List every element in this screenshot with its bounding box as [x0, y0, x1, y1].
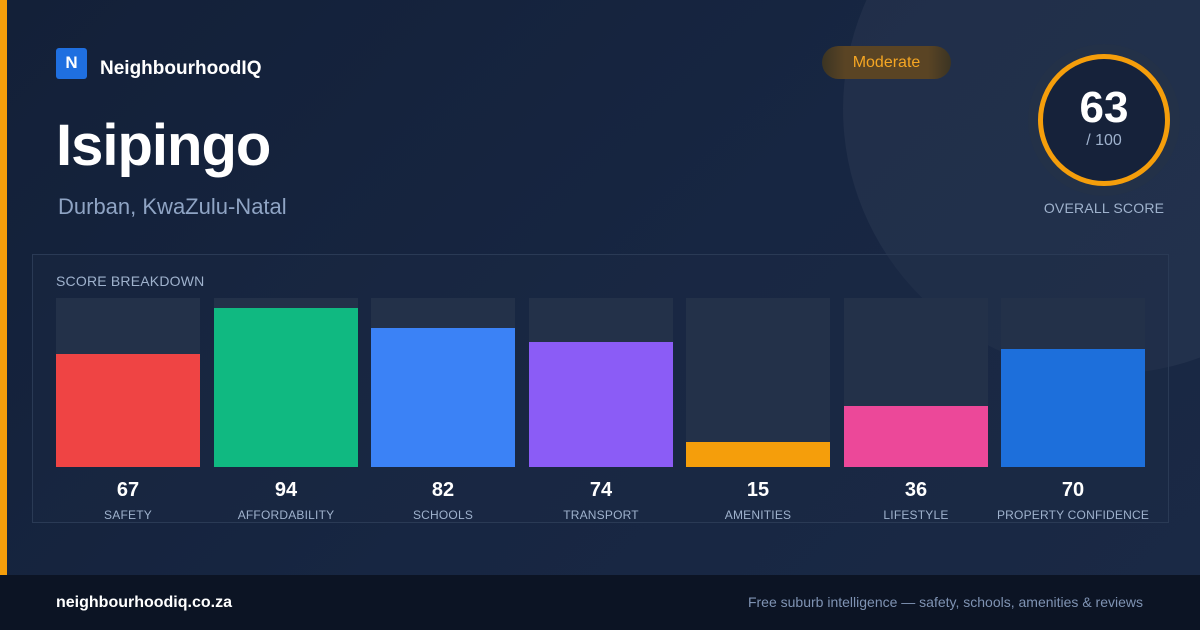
overall-score-label: OVERALL SCORE: [1043, 200, 1165, 216]
bar-value: 67: [116, 479, 140, 501]
bar-value: 94: [274, 479, 298, 501]
bar-label: LIFESTYLE: [883, 508, 949, 522]
bar-fill: [214, 308, 358, 467]
score-breakdown-panel: SCORE BREAKDOWN 67 SAFETY 94 AFFORDABILITY 8…: [32, 254, 1169, 523]
bar-value: 70: [1061, 479, 1085, 501]
bar-track: [844, 298, 988, 467]
bar-fill: [686, 442, 830, 467]
overall-score-ring: 63 / 100: [1028, 44, 1180, 196]
bar-fill: [529, 342, 673, 467]
bar-track: [686, 298, 830, 467]
footer-url-link[interactable]: neighbourhoodiq.co.za: [56, 594, 232, 611]
bar-track: [371, 298, 515, 467]
bar-track: [56, 298, 200, 467]
breakdown-title: SCORE BREAKDOWN: [56, 273, 205, 289]
overall-score-value: 63: [1079, 83, 1129, 132]
bar-label: AMENITIES: [724, 508, 792, 522]
left-accent-bar: [0, 0, 7, 575]
footer-tagline: Free suburb intelligence — safety, schoo…: [747, 594, 1143, 610]
bar-label: SAFETY: [104, 508, 152, 522]
bar-value: 82: [431, 479, 455, 501]
bar-label: PROPERTY CONFIDENCE: [996, 508, 1150, 522]
overall-score-inner: 63 / 100: [1038, 54, 1170, 186]
bar-value: 15: [746, 479, 770, 501]
bar-fill: [1001, 349, 1145, 467]
location-title: Isipingo: [56, 113, 271, 178]
rating-badge: Moderate: [822, 46, 951, 79]
bar-label: TRANSPORT: [563, 508, 639, 522]
footer: neighbourhoodiq.co.za Free suburb intell…: [0, 575, 1200, 630]
bar-value: 36: [904, 479, 928, 501]
bar-track: [214, 298, 358, 467]
location-region: Durban, KwaZulu-Natal: [58, 194, 287, 219]
score-card: N NeighbourhoodIQ Isipingo Durban, KwaZu…: [0, 0, 1200, 575]
bar-track: [1001, 298, 1145, 467]
bar-fill: [371, 328, 515, 467]
bar-track: [529, 298, 673, 467]
brand-logo-icon: N: [56, 47, 87, 79]
bar-fill: [844, 406, 988, 467]
brand[interactable]: N NeighbourhoodIQ: [56, 46, 261, 80]
bar-label: AFFORDABILITY: [237, 508, 335, 522]
brand-name: NeighbourhoodIQ: [100, 58, 262, 79]
bar-label: SCHOOLS: [412, 508, 474, 522]
bar-value: 74: [589, 479, 613, 501]
overall-score-max: / 100: [1086, 132, 1122, 149]
bar-fill: [56, 354, 200, 467]
